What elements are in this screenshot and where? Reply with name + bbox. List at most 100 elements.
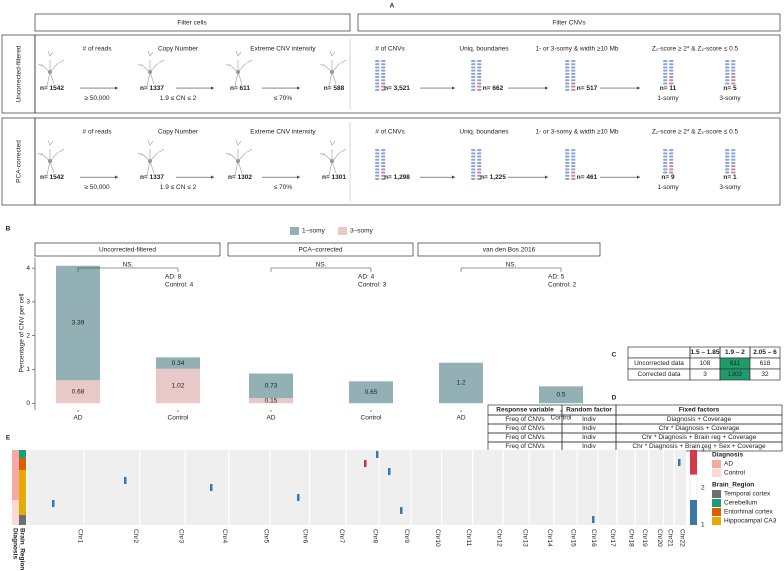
chromosome-icon xyxy=(477,82,482,85)
data-label: 0.34 xyxy=(172,360,185,367)
chromosome-icon xyxy=(565,168,570,171)
y-tick-label: 2 xyxy=(26,332,30,339)
chromosome-icon xyxy=(477,155,482,158)
chromosome-icon xyxy=(565,63,570,66)
count: n= 1542 xyxy=(40,174,64,181)
count-note: AD: 4 xyxy=(358,274,375,281)
chromosome-icon xyxy=(477,88,482,91)
neuron-shape xyxy=(37,140,65,176)
neuron-shape xyxy=(319,140,347,176)
data-label: 0.73 xyxy=(265,383,278,390)
legend-label: Entorhinal cortex xyxy=(724,509,774,516)
chromosome-icon xyxy=(663,69,668,72)
chromosome-icon xyxy=(565,69,570,72)
neuron-shape xyxy=(319,50,347,87)
chromosome-icon xyxy=(725,69,730,72)
legend-label: Cerebellum xyxy=(724,500,757,507)
legend-label: AD xyxy=(724,461,733,468)
neuron-soma xyxy=(147,69,153,75)
chromosome-icon xyxy=(381,155,386,158)
row-box xyxy=(34,34,781,114)
chromosome-icon xyxy=(663,165,668,168)
chromosome-label: Chr16 xyxy=(590,529,597,547)
table-value: 32 xyxy=(761,371,769,378)
chromosome-icon xyxy=(375,79,380,82)
cnv-event xyxy=(124,477,127,484)
chromosome-icon xyxy=(571,177,576,180)
chromosome-icon xyxy=(565,171,570,174)
significance: NS. xyxy=(506,262,517,269)
chromosome-icon xyxy=(669,165,674,168)
legend-swatch xyxy=(712,469,721,477)
chromosome-icon xyxy=(571,60,576,63)
arrow-head xyxy=(637,86,640,90)
chromosome-label: Chr4 xyxy=(221,529,228,543)
chromosome-icon xyxy=(565,60,570,63)
count: n= 1,225 xyxy=(480,174,506,181)
chromosome-icon xyxy=(565,149,570,152)
step-threshold: 1.9 ≤ CN ≤ 2 xyxy=(160,95,197,102)
chromosome-icon xyxy=(477,72,482,75)
neuron-icon xyxy=(137,50,165,87)
bar-segment xyxy=(439,362,483,404)
somy-label: 3-somy xyxy=(719,95,741,102)
somy-label: 3-somy xyxy=(719,184,741,191)
chromosome-icon xyxy=(477,152,482,155)
x-tick-label: Control xyxy=(168,415,190,422)
significance-bracket xyxy=(270,267,372,272)
chromosome-icon xyxy=(731,79,736,82)
colorbar-tick: 1 xyxy=(701,522,705,529)
table-header: 1.9 – 2 xyxy=(725,349,745,356)
legend-swatch xyxy=(712,517,721,525)
chromosome-icon xyxy=(663,63,668,66)
chromosome-icon xyxy=(725,152,730,155)
chromosome-icon xyxy=(471,60,476,63)
count: n= 1301 xyxy=(322,174,346,181)
chromosome-icon xyxy=(471,161,476,164)
colorbar-tick: 2 xyxy=(701,485,705,492)
chromosome-icon xyxy=(731,158,736,161)
chromosome-icon xyxy=(381,165,386,168)
step-title: Copy Number xyxy=(158,46,199,53)
chromosome-icon xyxy=(571,85,576,88)
chromosome-icon xyxy=(565,165,570,168)
colorbar-tick: 3 xyxy=(701,447,705,454)
count: n= 5 xyxy=(723,85,737,92)
chromosome-icon xyxy=(571,161,576,164)
chromosome-icon xyxy=(477,63,482,66)
chromosome-icon xyxy=(471,174,476,177)
arrow-head xyxy=(545,175,548,179)
step-threshold: 1.9 ≤ CN ≤ 2 xyxy=(160,184,197,191)
chromosome-icon xyxy=(669,152,674,155)
neuron-icon xyxy=(137,140,165,176)
panel-label: A xyxy=(390,3,395,10)
chromosome-icon xyxy=(477,158,482,161)
header-box xyxy=(357,13,781,32)
table-value: Indiv xyxy=(582,434,596,441)
legend-swatch xyxy=(338,227,347,235)
chromosome-icon xyxy=(375,63,380,66)
step-title: 1- or 3-somy & width ≥10 Mb xyxy=(535,129,618,136)
step-threshold: ≥ 50,000 xyxy=(84,95,110,102)
step-title: # of CNVs xyxy=(375,46,405,53)
cnv-event xyxy=(297,494,300,501)
neuron-shape xyxy=(137,140,165,176)
chromosome-icon xyxy=(375,161,380,164)
colorbar-low xyxy=(690,500,697,525)
chromosome-label: Chr10 xyxy=(434,529,441,547)
chromosome-icon xyxy=(381,152,386,155)
table-value: 618 xyxy=(760,360,771,367)
neuron-soma xyxy=(329,69,335,75)
chromosome-icon xyxy=(571,158,576,161)
chromosome-icon xyxy=(565,72,570,75)
chromosome-icon xyxy=(477,85,482,88)
header-box xyxy=(34,13,351,32)
data-label: 0.68 xyxy=(72,388,85,395)
facet-title: Uncorrected-filtered xyxy=(99,247,156,254)
count: n= 1 xyxy=(723,174,737,181)
arrow-head xyxy=(452,86,455,90)
chromosome-icon xyxy=(381,69,386,72)
cnv-event xyxy=(52,500,55,507)
chromosome-icon xyxy=(381,161,386,164)
significance-bracket xyxy=(77,267,179,272)
